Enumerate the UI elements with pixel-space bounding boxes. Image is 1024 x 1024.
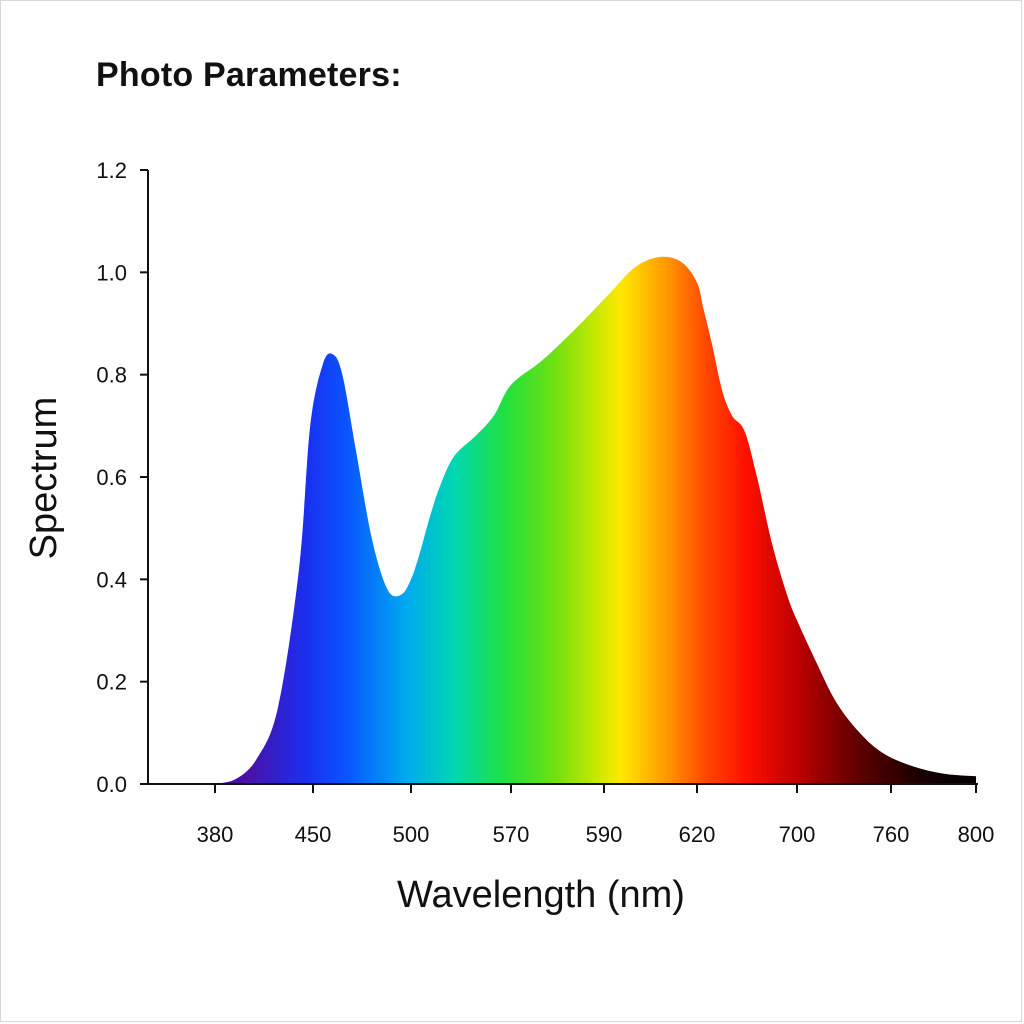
x-tick-label: 620 — [679, 822, 716, 847]
page-title: Photo Parameters: — [96, 56, 402, 94]
y-tick-label: 0.2 — [96, 670, 127, 695]
x-tick-label: 800 — [958, 822, 995, 847]
x-axis-title: Wavelength (nm) — [397, 874, 685, 916]
spectrum-area — [215, 256, 976, 784]
y-axis-ticks: 0.0 0.2 0.4 0.6 0.8 1.0 1.2 — [96, 158, 148, 797]
x-tick-label: 760 — [873, 822, 910, 847]
x-axis-ticks: 380 450 500 570 590 620 700 760 800 — [197, 784, 995, 847]
x-tick-label: 700 — [779, 822, 816, 847]
y-tick-label: 0.0 — [96, 772, 127, 797]
y-tick-label: 0.8 — [96, 363, 127, 388]
x-tick-label: 500 — [393, 822, 430, 847]
y-tick-label: 1.2 — [96, 158, 127, 183]
y-tick-label: 0.4 — [96, 567, 127, 592]
x-tick-label: 590 — [586, 822, 623, 847]
x-tick-label: 570 — [493, 822, 530, 847]
y-axis-title: Spectrum — [23, 397, 65, 560]
y-tick-label: 1.0 — [96, 260, 127, 285]
x-tick-label: 450 — [295, 822, 332, 847]
x-tick-label: 380 — [197, 822, 234, 847]
y-tick-label: 0.6 — [96, 465, 127, 490]
